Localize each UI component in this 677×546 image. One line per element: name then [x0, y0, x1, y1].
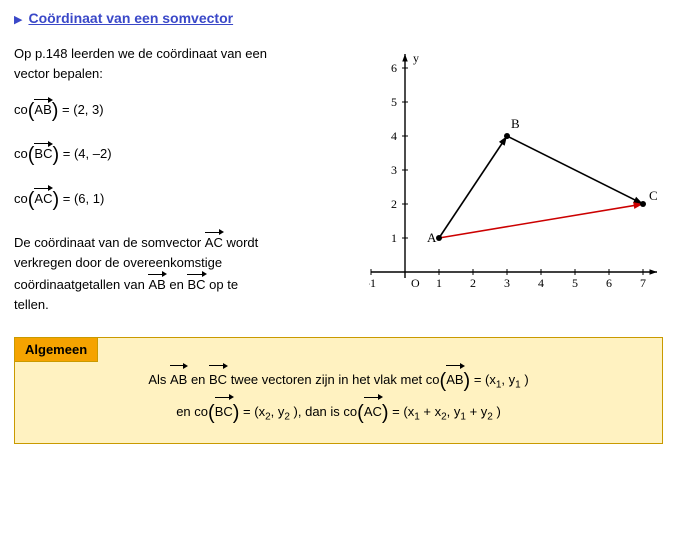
vector-ac-inline: AC: [205, 231, 223, 253]
g-l1e: , y: [501, 372, 515, 387]
general-line-1: Als AB en BC twee vectoren zijn in het v…: [31, 364, 646, 396]
intro-text: Op p.148 leerden we de coördinaat van ee…: [14, 44, 369, 84]
g-l1d: = (x: [470, 372, 496, 387]
desc-3a: coördinaatgetallen van: [14, 277, 148, 292]
svg-text:3: 3: [504, 276, 510, 290]
desc-2: verkregen door de overeenkomstige: [14, 255, 222, 270]
vector-ab-g: AB: [170, 364, 187, 393]
equation-ac: co(AC) = (6, 1): [14, 187, 369, 209]
svg-text:2: 2: [391, 197, 397, 211]
g-l1a: Als: [148, 372, 170, 387]
co-label: co: [14, 191, 28, 206]
svg-text:5: 5: [572, 276, 578, 290]
svg-text:1: 1: [436, 276, 442, 290]
svg-text:C: C: [649, 188, 658, 203]
vector-ab-inline: AB: [148, 273, 165, 295]
vector-bc: BC: [34, 142, 52, 164]
graph-column: -11234567123456xyOABC: [369, 44, 663, 315]
general-line-2: en co(BC) = (x2, y2 ), dan is co(AC) = (…: [31, 396, 646, 428]
g-l2b: = (x: [239, 404, 265, 419]
intro-line-1: Op p.148 leerden we de coördinaat van ee…: [14, 46, 267, 61]
g-l1b: en: [187, 372, 209, 387]
g-l2h: + y: [466, 404, 487, 419]
intro-line-2: vector bepalen:: [14, 66, 103, 81]
desc-3b: en: [166, 277, 188, 292]
co-label: co: [14, 146, 28, 161]
svg-text:y: y: [413, 51, 419, 65]
svg-text:1: 1: [391, 231, 397, 245]
svg-text:6: 6: [391, 61, 397, 75]
g-l2i: ): [493, 404, 501, 419]
svg-text:7: 7: [640, 276, 646, 290]
desc-3c: op te: [206, 277, 239, 292]
vector-ac: AC: [34, 187, 52, 209]
g-l2a: en co: [176, 404, 208, 419]
g-l2g: , y: [447, 404, 461, 419]
vector-graph: -11234567123456xyOABC: [369, 44, 659, 299]
co-label: co: [14, 102, 28, 117]
svg-text:4: 4: [538, 276, 544, 290]
g-l1f: ): [521, 372, 529, 387]
page: ▶ Coördinaat van een somvector Op p.148 …: [0, 0, 677, 460]
svg-text:A: A: [427, 230, 437, 245]
eq-ac-value: = (6, 1): [59, 191, 104, 206]
equation-bc: co(BC) = (4, –2): [14, 142, 369, 164]
g-l2c: , y: [271, 404, 285, 419]
g-l2e: = (x: [389, 404, 415, 419]
svg-text:B: B: [511, 116, 520, 131]
body-row: Op p.148 leerden we de coördinaat van ee…: [14, 44, 663, 315]
vector-bc-inline: BC: [187, 273, 205, 295]
general-body: Als AB en BC twee vectoren zijn in het v…: [31, 364, 646, 427]
general-tag: Algemeen: [14, 337, 98, 362]
vector-bc-g: BC: [209, 364, 227, 393]
svg-text:6: 6: [606, 276, 612, 290]
equation-ab: co(AB) = (2, 3): [14, 98, 369, 120]
vector-ab: AB: [34, 98, 51, 120]
heading-row: ▶ Coördinaat van een somvector: [14, 10, 663, 26]
vector-ac-g: AC: [364, 396, 382, 425]
svg-text:2: 2: [470, 276, 476, 290]
text-column: Op p.148 leerden we de coördinaat van ee…: [14, 44, 369, 315]
g-l2d: ), dan is co: [290, 404, 357, 419]
desc-1a: De coördinaat van de somvector: [14, 235, 205, 250]
svg-text:3: 3: [391, 163, 397, 177]
vector-bc-g2: BC: [215, 396, 233, 425]
eq-ab-value: = (2, 3): [58, 102, 103, 117]
vector-ab-g2: AB: [446, 364, 463, 393]
desc-4: tellen.: [14, 297, 49, 312]
svg-text:4: 4: [391, 129, 397, 143]
svg-text:-1: -1: [369, 276, 376, 290]
general-box: Algemeen Als AB en BC twee vectoren zijn…: [14, 337, 663, 444]
triangle-icon: ▶: [14, 13, 22, 26]
eq-bc-value: = (4, –2): [59, 146, 111, 161]
description-text: De coördinaat van de somvector AC wordt …: [14, 231, 369, 316]
g-l2f: + x: [420, 404, 441, 419]
svg-text:5: 5: [391, 95, 397, 109]
page-title: Coördinaat van een somvector: [28, 10, 233, 26]
desc-1b: wordt: [223, 235, 258, 250]
svg-text:O: O: [411, 276, 420, 290]
g-l1c: twee vectoren zijn in het vlak met co: [227, 372, 439, 387]
